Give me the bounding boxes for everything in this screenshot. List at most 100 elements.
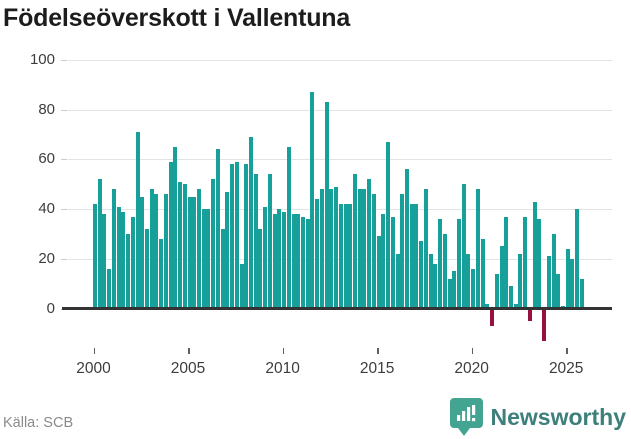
bar bbox=[192, 196, 197, 309]
x-axis-label: 2005 bbox=[170, 360, 206, 377]
x-axis-tick bbox=[188, 348, 190, 354]
bar bbox=[338, 204, 343, 309]
bar bbox=[523, 216, 528, 309]
y-axis-label: 0 bbox=[46, 299, 55, 317]
bar bbox=[201, 209, 206, 309]
bar bbox=[168, 161, 173, 309]
bar bbox=[442, 233, 447, 309]
bar bbox=[211, 179, 216, 309]
bar bbox=[178, 181, 183, 309]
y-axis-tick bbox=[61, 159, 67, 161]
y-axis-label: 80 bbox=[38, 100, 55, 118]
bar-chart-speech-bubble-icon bbox=[449, 398, 483, 436]
bar bbox=[352, 174, 357, 309]
bar bbox=[499, 246, 504, 309]
y-axis-tick bbox=[61, 60, 67, 61]
bar bbox=[93, 204, 97, 309]
bar bbox=[404, 169, 409, 309]
bar bbox=[579, 278, 584, 309]
bar bbox=[428, 253, 433, 309]
bar bbox=[343, 204, 348, 309]
bar bbox=[130, 216, 135, 309]
bar bbox=[267, 174, 272, 309]
bar bbox=[107, 268, 112, 309]
x-axis-label: 2020 bbox=[454, 360, 489, 377]
gridline bbox=[68, 159, 612, 161]
bar bbox=[272, 214, 277, 309]
x-axis-label: 2000 bbox=[76, 360, 111, 377]
bar bbox=[121, 211, 126, 309]
bar bbox=[149, 189, 154, 309]
bar bbox=[258, 228, 263, 309]
bar bbox=[182, 184, 187, 309]
y-axis-tick bbox=[61, 109, 67, 111]
bar-negative bbox=[542, 308, 547, 341]
bar bbox=[286, 146, 291, 309]
bar bbox=[220, 228, 225, 309]
bar bbox=[300, 216, 305, 309]
gridline bbox=[68, 60, 612, 61]
bar bbox=[461, 184, 466, 309]
bar bbox=[282, 211, 287, 309]
bar-negative bbox=[527, 308, 532, 321]
bar bbox=[560, 306, 565, 309]
bar bbox=[551, 233, 556, 309]
x-axis-zero-line bbox=[62, 307, 612, 310]
bar bbox=[376, 236, 381, 309]
bar bbox=[537, 219, 542, 309]
bar bbox=[494, 273, 499, 309]
bar bbox=[570, 258, 575, 309]
newsworthy-branding: Newsworthy bbox=[449, 398, 626, 436]
bar bbox=[215, 149, 220, 309]
bar bbox=[575, 209, 580, 309]
bar bbox=[144, 228, 149, 309]
bar bbox=[239, 263, 244, 309]
bar bbox=[504, 216, 509, 309]
bar bbox=[400, 194, 405, 309]
x-axis-label: 2015 bbox=[359, 360, 395, 377]
source-attribution: Källa: SCB bbox=[3, 415, 74, 431]
bar bbox=[116, 206, 121, 309]
bar bbox=[196, 189, 201, 309]
x-axis-tick bbox=[566, 348, 568, 354]
bar bbox=[126, 233, 131, 309]
bar bbox=[187, 196, 192, 309]
bar bbox=[471, 268, 476, 309]
bar bbox=[296, 214, 301, 309]
bar bbox=[409, 204, 414, 309]
bar bbox=[546, 256, 551, 309]
bar bbox=[395, 253, 400, 309]
x-axis-label: 2010 bbox=[265, 360, 300, 377]
x-axis-tick bbox=[93, 348, 96, 354]
bar bbox=[277, 209, 282, 309]
bar bbox=[475, 189, 480, 309]
bar bbox=[565, 248, 570, 309]
bar bbox=[452, 271, 457, 309]
bar bbox=[508, 286, 513, 309]
bar bbox=[234, 161, 239, 309]
x-axis-tick bbox=[282, 348, 285, 354]
bar bbox=[348, 204, 353, 309]
bar bbox=[362, 189, 367, 309]
bar bbox=[97, 179, 102, 309]
bar bbox=[438, 219, 443, 309]
gridline bbox=[68, 109, 612, 111]
bar bbox=[367, 179, 372, 309]
bar bbox=[225, 191, 230, 309]
bar bbox=[447, 278, 452, 309]
bar bbox=[423, 189, 428, 309]
bar bbox=[324, 102, 329, 309]
x-axis-tick bbox=[471, 348, 474, 354]
x-axis-label: 2025 bbox=[548, 360, 584, 377]
bar bbox=[159, 238, 164, 309]
bar bbox=[291, 214, 296, 309]
bar bbox=[206, 209, 211, 309]
brand-name: Newsworthy bbox=[490, 403, 626, 430]
bar bbox=[154, 194, 159, 309]
bar bbox=[305, 219, 310, 309]
bar bbox=[390, 216, 395, 309]
y-axis-label: 20 bbox=[38, 249, 55, 267]
bar bbox=[371, 194, 376, 309]
bar bbox=[334, 186, 339, 309]
